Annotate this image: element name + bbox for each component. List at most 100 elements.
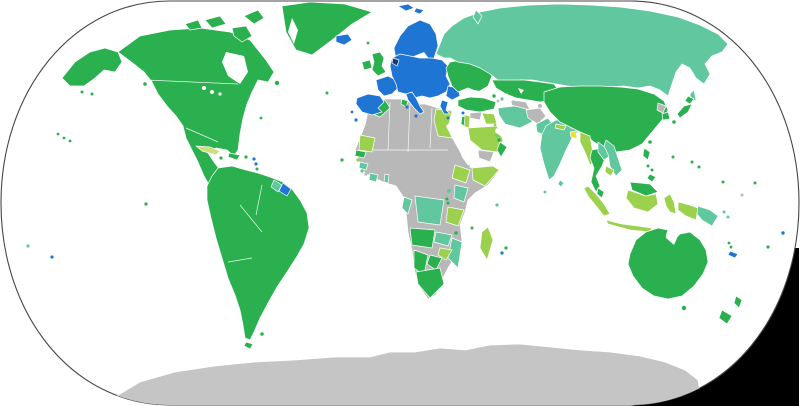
region-hawaii-3 (68, 139, 72, 143)
region-greenland (281, 1, 373, 56)
region-madagascar (479, 226, 494, 261)
region-madeira (350, 110, 354, 114)
region-tanzania (445, 206, 465, 227)
region-tasmania (681, 305, 687, 311)
region-cyprus (461, 111, 465, 115)
region-gabon-congo (401, 196, 413, 215)
region-burundi (446, 201, 450, 205)
region-azores (325, 91, 329, 95)
water-great-lake-3 (218, 92, 222, 96)
region-fiji (766, 245, 770, 249)
region-micronesia-1 (690, 160, 694, 164)
region-ireland (361, 59, 373, 71)
region-dr-congo (414, 195, 445, 226)
region-aleutians-2 (90, 92, 94, 96)
region-south-america (206, 165, 310, 341)
region-reunion (500, 251, 504, 255)
region-georgia (492, 94, 496, 98)
region-sri-lanka (557, 179, 565, 188)
region-south-korea (661, 111, 671, 121)
water-red-sea (446, 122, 472, 166)
region-sicily (414, 114, 418, 118)
region-turkey (457, 96, 497, 113)
region-north-korea (656, 102, 667, 114)
region-arctic-island-victoria (204, 15, 227, 29)
region-zimbabwe (437, 247, 453, 261)
region-canary-islands (354, 118, 358, 122)
region-china-mongolia (543, 85, 669, 153)
region-solomon-1 (722, 210, 726, 214)
water-great-lake-1 (202, 86, 206, 90)
region-seychelles (495, 203, 499, 207)
region-new-zealand-south (718, 309, 733, 325)
region-guam (671, 155, 675, 159)
region-philippines-visayas-1 (646, 164, 650, 168)
region-faroe (366, 41, 370, 45)
region-afghanistan (525, 107, 547, 125)
water-gulf-carpentaria (666, 231, 678, 245)
region-italy (405, 91, 425, 115)
region-france (375, 75, 399, 97)
region-arctic-island-baffin (231, 25, 253, 43)
region-hispaniola (227, 152, 241, 161)
region-rwanda (445, 197, 449, 201)
border-brazil-west (227, 184, 263, 263)
region-bermuda (259, 116, 263, 120)
region-aleutians-1 (80, 90, 84, 94)
region-novaya-zemlya (472, 9, 483, 25)
region-armenia (496, 99, 500, 103)
region-arctic-island-banks (184, 19, 203, 31)
region-bangladesh (569, 130, 578, 140)
region-taiwan (648, 140, 652, 144)
region-tierra-del-fuego (243, 341, 254, 350)
region-vanuatu-2 (729, 245, 733, 249)
region-papua-new-guinea (696, 205, 719, 227)
region-solomon-2 (726, 215, 730, 219)
region-arctic-island-ellesmere (243, 9, 265, 25)
region-west-new-guinea (677, 201, 699, 221)
region-greece (439, 99, 451, 115)
region-pacific-blue-islet (50, 255, 54, 259)
region-pacific-teal-islet (26, 244, 30, 248)
region-australia (627, 227, 709, 300)
region-japan-honshu (676, 103, 693, 119)
region-philippines-luzon (642, 147, 651, 161)
region-azerbaijan (500, 97, 504, 101)
region-tajikistan (538, 104, 542, 108)
region-south-africa (415, 267, 445, 299)
region-vanuatu-1 (727, 241, 731, 245)
region-japan-kyushu (672, 120, 676, 124)
border-us-canada (145, 79, 239, 85)
region-hawaii-1 (56, 132, 60, 136)
region-french-polynesia (781, 231, 785, 235)
region-liberia (364, 172, 368, 176)
region-svalbard-1 (397, 3, 415, 12)
region-indonesia-sulawesi (663, 193, 677, 215)
region-mauritania (358, 134, 376, 153)
region-lesser-antilles-1 (255, 167, 259, 171)
region-crete (446, 116, 450, 120)
region-antarctica (107, 343, 703, 405)
region-malawi (454, 231, 458, 235)
region-hawaii-2 (62, 136, 66, 140)
region-zambia (433, 231, 453, 247)
region-senegal (354, 149, 367, 159)
region-cambodia (604, 165, 615, 177)
region-malaysia-peninsula (596, 187, 605, 199)
region-comoros (470, 226, 474, 230)
region-iberia (355, 93, 385, 116)
region-alaska (61, 47, 123, 87)
region-sardinia (405, 105, 409, 109)
region-philippines-visayas-2 (650, 168, 654, 172)
region-nepal (554, 123, 567, 131)
region-vancouver-island (143, 82, 147, 86)
region-israel (460, 115, 466, 127)
region-netherlands (391, 57, 400, 67)
region-galapagos (144, 202, 148, 206)
region-kiribati (753, 181, 757, 185)
region-puerto-rico (244, 155, 248, 159)
region-iceland (335, 33, 353, 46)
region-somalia (471, 165, 500, 187)
region-togo-benin (383, 173, 390, 184)
region-ethiopia (451, 164, 471, 184)
